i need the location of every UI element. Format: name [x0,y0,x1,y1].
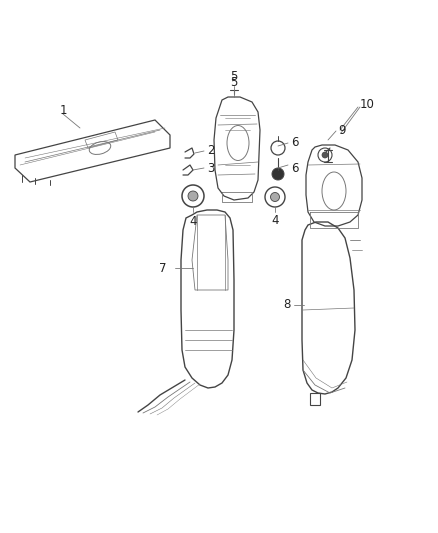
Text: 8: 8 [284,298,291,311]
Text: 10: 10 [360,99,375,111]
Circle shape [272,168,284,180]
Circle shape [271,192,279,201]
Text: 7: 7 [159,262,167,274]
Text: 6: 6 [291,136,299,149]
Text: 3: 3 [207,161,214,174]
Text: 5: 5 [230,70,238,83]
Text: 9: 9 [338,124,346,136]
Text: 5: 5 [230,77,238,90]
Text: 4: 4 [189,215,197,228]
Circle shape [188,191,198,201]
Text: 2: 2 [207,144,215,157]
Circle shape [322,152,328,158]
Text: 6: 6 [291,161,299,174]
Text: 4: 4 [271,214,279,227]
Text: 1: 1 [59,103,67,117]
